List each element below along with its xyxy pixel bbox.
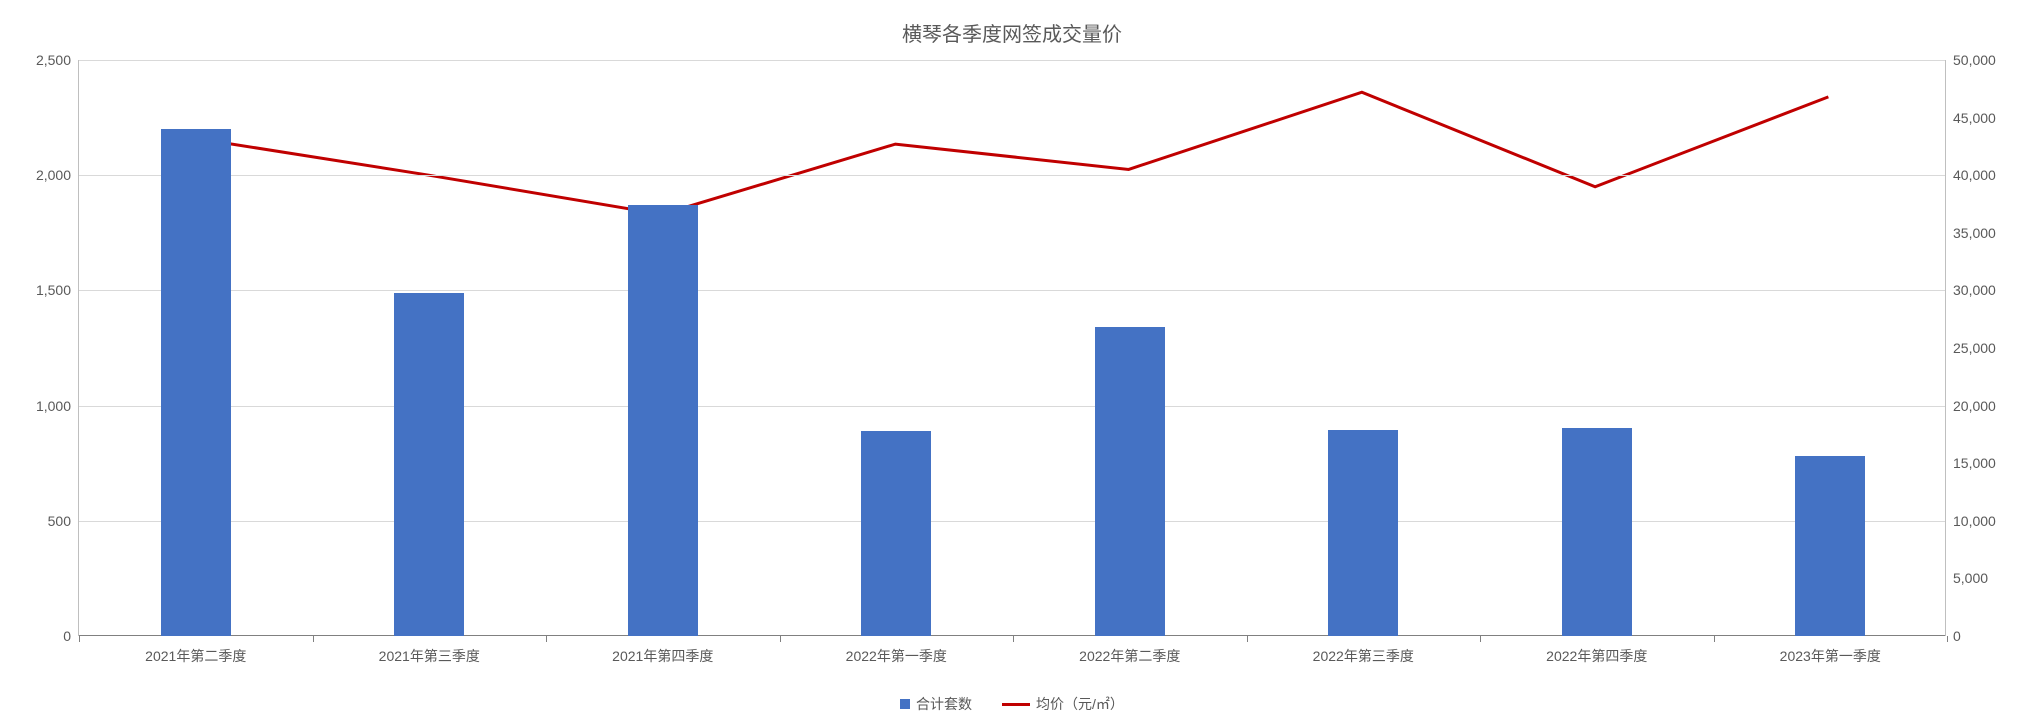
bar — [1795, 456, 1865, 636]
x-tick — [1247, 636, 1248, 642]
y-left-tick-label: 500 — [48, 514, 79, 528]
plot-area: 05001,0001,5002,0002,50005,00010,00015,0… — [78, 60, 1946, 636]
legend: 合计套数 均价（元/㎡） — [0, 694, 2024, 714]
y-left-tick-label: 2,000 — [36, 168, 79, 182]
chart-title: 横琴各季度网签成交量价 — [0, 18, 2024, 47]
y-right-tick-label: 50,000 — [1945, 53, 1996, 67]
x-tick — [1947, 636, 1948, 642]
legend-line-label: 均价（元/㎡） — [1036, 694, 1124, 714]
y-right-tick-label: 40,000 — [1945, 168, 1996, 182]
bar — [1328, 430, 1398, 636]
x-tick — [780, 636, 781, 642]
bar — [1095, 327, 1165, 636]
legend-bar-swatch — [900, 699, 910, 709]
x-tick-label: 2022年第三季度 — [1313, 646, 1414, 666]
x-tick-label: 2022年第四季度 — [1546, 646, 1647, 666]
gridline — [79, 406, 1945, 407]
y-right-tick-label: 45,000 — [1945, 111, 1996, 125]
gridline — [79, 60, 1945, 61]
chart-container: 横琴各季度网签成交量价 05001,0001,5002,0002,50005,0… — [0, 0, 2024, 728]
legend-item-bar: 合计套数 — [900, 694, 972, 714]
bar — [1562, 428, 1632, 637]
line-series-svg — [79, 60, 1945, 636]
x-tick — [313, 636, 314, 642]
y-right-tick-label: 10,000 — [1945, 514, 1996, 528]
x-tick — [1480, 636, 1481, 642]
bar — [394, 293, 464, 636]
gridline — [79, 521, 1945, 522]
y-right-tick-label: 15,000 — [1945, 456, 1996, 470]
bar — [628, 205, 698, 636]
y-right-tick-label: 30,000 — [1945, 283, 1996, 297]
x-tick-label: 2021年第四季度 — [612, 646, 713, 666]
x-tick-label: 2021年第三季度 — [379, 646, 480, 666]
legend-bar-label: 合计套数 — [916, 694, 972, 714]
line-path — [196, 92, 1829, 214]
x-tick — [1013, 636, 1014, 642]
y-left-tick-label: 0 — [63, 629, 79, 643]
bar — [161, 129, 231, 636]
y-left-tick-label: 1,000 — [36, 399, 79, 413]
y-right-tick-label: 25,000 — [1945, 341, 1996, 355]
x-tick-label: 2022年第一季度 — [846, 646, 947, 666]
y-left-tick-label: 2,500 — [36, 53, 79, 67]
x-tick-label: 2022年第二季度 — [1079, 646, 1180, 666]
x-axis-line — [79, 635, 1945, 636]
x-tick — [79, 636, 80, 642]
y-left-tick-label: 1,500 — [36, 283, 79, 297]
x-tick — [546, 636, 547, 642]
gridline — [79, 290, 1945, 291]
x-tick-label: 2021年第二季度 — [145, 646, 246, 666]
y-right-tick-label: 5,000 — [1945, 571, 1988, 585]
gridline — [79, 175, 1945, 176]
y-right-tick-label: 20,000 — [1945, 399, 1996, 413]
y-right-tick-label: 35,000 — [1945, 226, 1996, 240]
x-tick — [1714, 636, 1715, 642]
bar — [861, 431, 931, 636]
legend-item-line: 均价（元/㎡） — [1002, 694, 1124, 714]
legend-line-swatch — [1002, 703, 1030, 706]
x-tick-label: 2023年第一季度 — [1780, 646, 1881, 666]
